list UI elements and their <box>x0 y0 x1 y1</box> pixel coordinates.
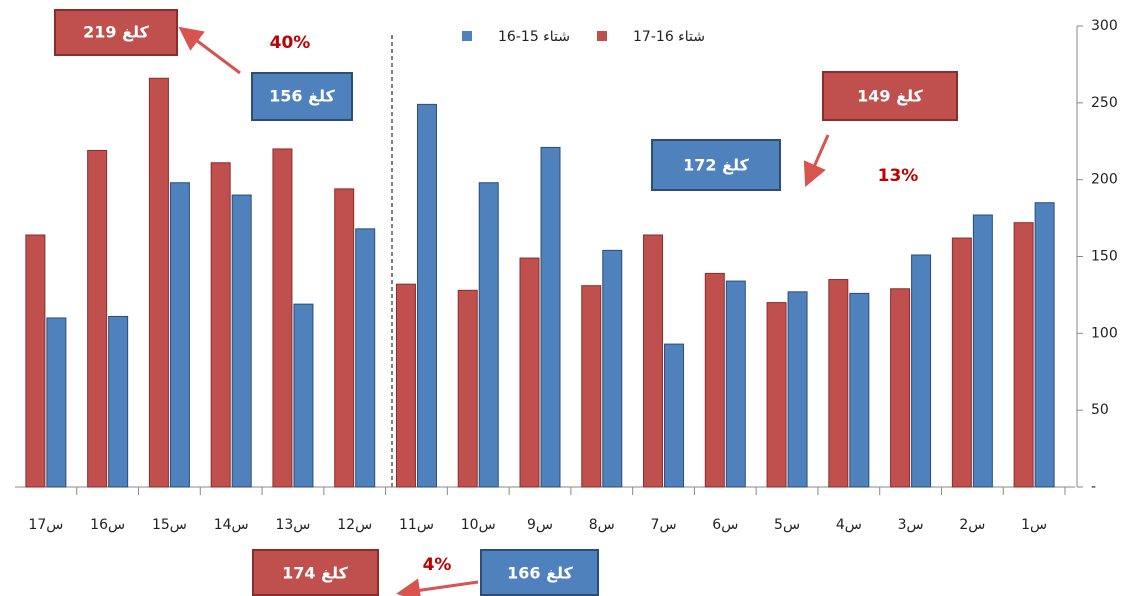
x-tick-label: س11 <box>399 517 434 533</box>
annotation-box <box>54 9 178 56</box>
bar <box>457 289 478 488</box>
bar <box>87 149 108 488</box>
x-tick-label: س12 <box>337 517 372 533</box>
annotation: 156 كلغ <box>269 87 335 106</box>
x-tick-label: س1 <box>1021 517 1047 533</box>
x-tick-label: س17 <box>28 517 63 533</box>
annotation: 172 كلغ <box>683 156 749 175</box>
bar <box>148 77 169 488</box>
bar <box>540 146 561 488</box>
x-tick-label: س16 <box>90 517 125 533</box>
annotation-box <box>822 71 958 121</box>
x-tick-label: س8 <box>589 517 615 533</box>
x-tick-label: س7 <box>651 517 677 533</box>
annotation: 149 كلغ <box>857 87 923 106</box>
annotation: 166 كلغ <box>507 564 573 583</box>
bar <box>395 283 416 488</box>
y-tick-label: 50 <box>1091 402 1109 418</box>
bar <box>602 249 623 488</box>
bar <box>643 234 664 488</box>
bar <box>664 343 685 488</box>
bar <box>704 272 725 488</box>
x-tick-label: س9 <box>527 517 553 533</box>
annotation-box <box>251 72 353 121</box>
bar <box>519 257 540 488</box>
bar <box>169 182 190 488</box>
annotation: 219 كلغ <box>83 23 149 42</box>
bar <box>725 280 746 488</box>
annotation: 4% <box>423 555 452 575</box>
legend-swatch <box>597 31 607 41</box>
bar <box>108 315 129 488</box>
bar <box>25 234 46 488</box>
annotation-box <box>252 549 379 596</box>
bar <box>416 103 437 488</box>
y-tick-label: 100 <box>1091 325 1118 341</box>
bar <box>272 148 293 488</box>
bar <box>478 182 499 488</box>
bar <box>1013 222 1034 488</box>
bar <box>1034 202 1055 488</box>
bar <box>972 214 993 488</box>
y-tick-label: 250 <box>1091 95 1118 111</box>
legend-label: شتاء 15-16 <box>498 29 570 45</box>
y-tick-label: 300 <box>1091 18 1118 34</box>
bar <box>581 285 602 488</box>
bar <box>911 254 932 488</box>
x-tick-label: س6 <box>712 517 738 533</box>
y-tick-label: 200 <box>1091 172 1118 188</box>
legend-label: شتاء 16-17 <box>633 29 705 45</box>
bar <box>210 162 231 488</box>
bar <box>951 237 972 488</box>
bar <box>890 288 911 488</box>
x-tick-label: س3 <box>898 517 924 533</box>
bar <box>293 303 314 488</box>
x-tick-label: س5 <box>774 517 800 533</box>
arrow <box>178 26 241 75</box>
bar <box>787 291 808 488</box>
x-tick-label: س4 <box>836 517 862 533</box>
y-tick-label: - <box>1091 479 1096 495</box>
y-tick-label: 150 <box>1091 249 1118 265</box>
annotation: 40% <box>270 33 311 53</box>
x-tick-label: س13 <box>275 517 310 533</box>
annotation: 13% <box>878 166 919 186</box>
arrow <box>396 578 479 596</box>
x-tick-label: س15 <box>152 517 187 533</box>
bar <box>334 188 355 488</box>
bar <box>766 302 787 488</box>
annotation-box <box>480 549 599 596</box>
legend-swatch <box>462 31 472 41</box>
x-tick-label: س2 <box>959 517 985 533</box>
annotation-box <box>651 139 781 191</box>
bar <box>849 292 870 488</box>
x-tick-label: س10 <box>461 517 496 533</box>
annotation: 174 كلغ <box>282 564 348 583</box>
bar <box>828 279 849 488</box>
bar <box>46 317 67 488</box>
bar <box>355 228 376 488</box>
bar <box>231 194 252 488</box>
x-tick-label: س14 <box>214 517 249 533</box>
arrow <box>803 134 830 187</box>
